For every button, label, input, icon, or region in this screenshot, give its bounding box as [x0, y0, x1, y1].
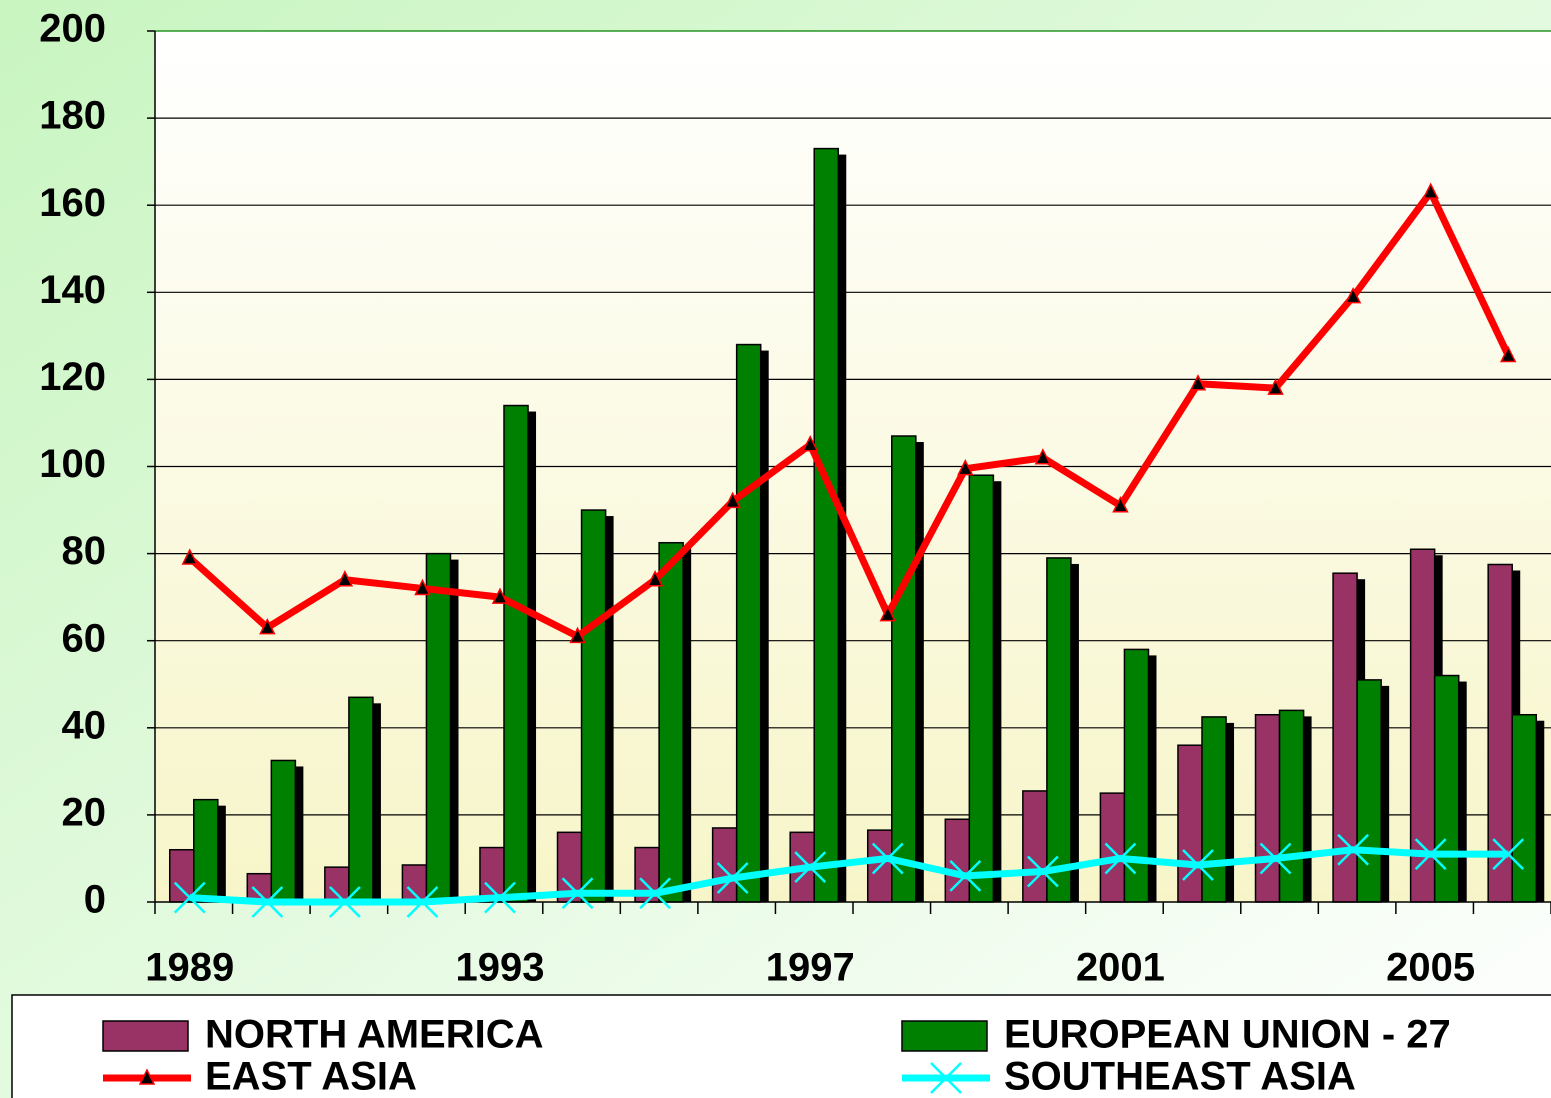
bar — [401, 864, 428, 903]
bar — [270, 759, 297, 903]
bar — [711, 827, 738, 903]
bar — [944, 818, 971, 903]
bar — [968, 474, 995, 903]
line — [187, 188, 1512, 640]
marker — [639, 877, 671, 910]
marker — [1422, 182, 1439, 199]
bar — [168, 848, 195, 903]
marker — [406, 886, 439, 918]
bar — [1201, 716, 1227, 903]
bar — [1046, 557, 1072, 903]
marker — [1189, 374, 1207, 391]
marker — [1027, 855, 1059, 888]
marker — [871, 842, 904, 875]
y-tick-label: 160 — [39, 181, 106, 225]
plot — [147, 30, 1551, 918]
y-tick-label: 20 — [62, 790, 107, 834]
marker — [716, 862, 749, 894]
bar — [658, 541, 684, 903]
marker — [957, 458, 974, 476]
legend-swatch — [102, 1020, 189, 1052]
marker — [1414, 838, 1447, 870]
marker — [181, 548, 198, 565]
marker — [1112, 496, 1129, 513]
marker — [484, 881, 516, 914]
marker — [802, 435, 819, 452]
bar — [580, 509, 607, 903]
bar — [479, 846, 505, 903]
bar — [1099, 792, 1126, 903]
bar — [1433, 674, 1460, 903]
marker — [329, 886, 361, 918]
marker — [879, 604, 896, 622]
marker — [1492, 838, 1525, 870]
marker — [491, 587, 509, 604]
bar — [735, 343, 762, 903]
bar — [1123, 648, 1150, 903]
line — [189, 846, 1509, 906]
bar — [1278, 709, 1305, 903]
y-tick-label: 120 — [39, 355, 106, 399]
marker — [569, 626, 586, 644]
x-tick-label: 1989 — [145, 946, 234, 990]
bar — [425, 552, 452, 903]
legend-swatch — [901, 1020, 988, 1052]
x-tick-label: 1993 — [456, 946, 545, 990]
y-tick-label: 200 — [39, 7, 106, 51]
marker — [1337, 833, 1369, 866]
legend: NORTH AMERICA EUROPEAN UNION - 27 EAST ASI… — [102, 1013, 1451, 1098]
x-tick-label: 2001 — [1076, 946, 1165, 990]
bar — [1409, 548, 1436, 903]
marker — [724, 491, 741, 509]
bar — [891, 435, 917, 903]
bar — [813, 147, 840, 903]
bar — [1511, 713, 1538, 903]
legend-label: SOUTHEAST ASIA — [1004, 1055, 1356, 1098]
bar — [1356, 679, 1382, 903]
y-tick-label: 80 — [62, 529, 107, 573]
marker — [794, 851, 827, 884]
y-tick-label: 60 — [62, 616, 107, 660]
marker — [251, 886, 284, 918]
marker — [930, 1062, 962, 1094]
marker — [1182, 849, 1214, 881]
legend-label: EAST ASIA — [205, 1055, 417, 1098]
y-tick-label: 180 — [39, 94, 106, 138]
marker — [949, 859, 982, 892]
y-tick-label: 0 — [84, 878, 106, 922]
marker — [1259, 842, 1292, 875]
marker — [259, 617, 276, 635]
bar — [193, 798, 219, 903]
bar — [348, 696, 374, 903]
marker — [646, 570, 664, 587]
marker — [561, 877, 594, 910]
x-tick-label: 2005 — [1386, 946, 1475, 990]
x-tick-label: 1997 — [766, 946, 855, 990]
marker — [414, 578, 431, 596]
legend-label: NORTH AMERICA — [205, 1013, 544, 1057]
marker — [138, 1068, 156, 1085]
y-tick-label: 40 — [62, 703, 107, 747]
marker — [336, 570, 354, 587]
bar — [1022, 790, 1048, 903]
legend-label: EUROPEAN UNION - 27 — [1004, 1013, 1451, 1057]
bar — [1177, 744, 1203, 903]
marker — [1500, 345, 1517, 363]
y-tick-label: 100 — [39, 442, 106, 486]
y-tick-label: 140 — [39, 268, 106, 312]
marker — [173, 881, 206, 914]
marker — [1267, 378, 1284, 395]
bar — [324, 866, 350, 903]
marker — [1344, 286, 1362, 304]
marker — [1104, 842, 1137, 875]
bar — [503, 404, 529, 903]
legend-box — [11, 994, 1551, 1098]
marker — [1034, 448, 1052, 465]
bar — [1254, 713, 1281, 903]
